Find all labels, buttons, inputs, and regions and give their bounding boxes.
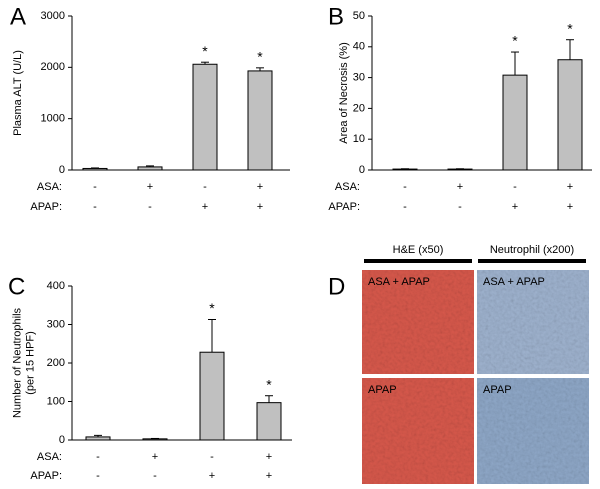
- header-bar: [364, 259, 472, 263]
- condition-label: ASA:: [37, 451, 62, 463]
- bar: [447, 168, 473, 171]
- condition-sign: -: [93, 201, 97, 213]
- header-bar: [478, 259, 586, 263]
- condition-sign: -: [458, 201, 462, 213]
- panel-d: D H&E (x50) Neutrophil (x200) ASA + APAP…: [328, 244, 589, 484]
- significance-marker: *: [567, 20, 573, 36]
- y-tick-label: 20: [353, 102, 365, 114]
- condition-sign: +: [152, 451, 158, 463]
- condition-label: ASA:: [37, 181, 62, 193]
- condition-sign: +: [512, 201, 518, 213]
- condition-sign: +: [567, 181, 573, 193]
- y-tick-label: 200: [47, 357, 65, 369]
- condition-sign: +: [567, 201, 573, 213]
- image-label: APAP: [483, 384, 512, 396]
- condition-sign: +: [257, 181, 263, 193]
- y-tick-label: 0: [59, 164, 65, 176]
- micrograph: [477, 270, 589, 374]
- y-tick-label: 300: [47, 318, 65, 330]
- micrograph: [362, 270, 474, 374]
- y-tick-label: 30: [353, 72, 365, 84]
- bar: [392, 168, 418, 171]
- condition-label: APAP:: [328, 201, 360, 213]
- condition-label: APAP:: [30, 470, 62, 482]
- condition-sign: +: [266, 451, 272, 463]
- image-label: ASA + APAP: [483, 276, 545, 288]
- condition-sign: +: [147, 181, 153, 193]
- y-tick-label: 0: [359, 164, 365, 176]
- panel-letter: B: [328, 3, 344, 30]
- bar: [557, 59, 583, 171]
- y-axis-label: (per 15 HPF): [24, 331, 36, 395]
- image-label: APAP: [368, 384, 397, 396]
- significance-marker: *: [202, 43, 208, 59]
- condition-sign: -: [403, 201, 407, 213]
- significance-marker: *: [209, 300, 215, 316]
- condition-label: ASA:: [335, 181, 360, 193]
- condition-sign: -: [403, 181, 407, 193]
- condition-sign: +: [457, 181, 463, 193]
- bar: [199, 351, 225, 441]
- y-tick-label: 3000: [41, 10, 65, 22]
- micrograph: [362, 378, 474, 484]
- significance-marker: *: [257, 49, 263, 65]
- bar: [82, 167, 108, 171]
- condition-sign: -: [148, 201, 152, 213]
- y-axis-label: Area of Necrosis (%): [338, 42, 350, 143]
- chart-panel: B Area of Necrosis (%) 0 10 20 30 40 50 * * ASA: - +…: [328, 3, 592, 213]
- panel-letter: C: [8, 273, 25, 300]
- condition-sign: -: [203, 181, 207, 193]
- significance-marker: *: [266, 376, 272, 392]
- y-tick-label: 0: [59, 434, 65, 446]
- condition-sign: +: [266, 470, 272, 482]
- micrograph: [477, 378, 589, 484]
- condition-sign: -: [210, 451, 214, 463]
- condition-sign: -: [96, 451, 100, 463]
- bar: [502, 74, 528, 171]
- y-tick-label: 40: [353, 41, 365, 53]
- y-tick-label: 50: [353, 10, 365, 22]
- chart-panel: C Number of Neutrophils (per 15 HPF) 0 100 20…: [8, 273, 292, 482]
- column-header: H&E (x50): [393, 244, 444, 256]
- panel-letter: D: [328, 273, 345, 300]
- condition-sign: -: [153, 470, 157, 482]
- bar: [142, 438, 168, 441]
- bar: [85, 436, 111, 441]
- panel-letter: A: [10, 3, 26, 30]
- condition-sign: -: [93, 181, 97, 193]
- bar: [192, 63, 218, 171]
- y-tick-label: 1000: [41, 113, 65, 125]
- y-axis-label: Number of Neutrophils: [11, 307, 23, 418]
- bar: [137, 166, 163, 171]
- condition-sign: +: [257, 201, 263, 213]
- condition-sign: +: [202, 201, 208, 213]
- bar: [247, 70, 273, 171]
- image-label: ASA + APAP: [368, 276, 430, 288]
- significance-marker: *: [512, 33, 518, 49]
- y-axis-label: Plasma ALT (U/L): [12, 50, 24, 136]
- y-tick-label: 10: [353, 133, 365, 145]
- condition-label: APAP:: [30, 201, 62, 213]
- chart-panel: A Plasma ALT (U/L) 0 1000 2000 3000 * * ASA: - + - +…: [10, 3, 290, 213]
- condition-sign: -: [96, 470, 100, 482]
- y-tick-label: 100: [47, 395, 65, 407]
- y-tick-label: 400: [47, 280, 65, 292]
- condition-sign: +: [209, 470, 215, 482]
- condition-sign: -: [513, 181, 517, 193]
- bar: [256, 402, 282, 441]
- y-tick-label: 2000: [41, 61, 65, 73]
- column-header: Neutrophil (x200): [490, 244, 574, 256]
